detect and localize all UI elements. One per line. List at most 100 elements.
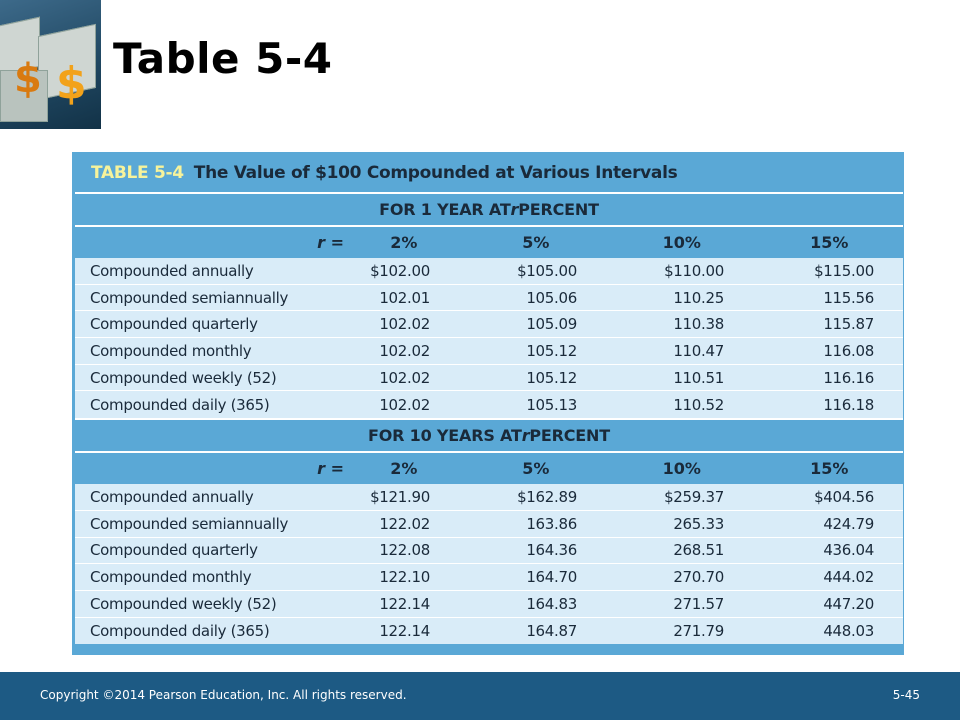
table-number: TABLE 5-4 (91, 163, 184, 183)
table-cell: 115.87 (823, 315, 874, 334)
rate-column-header: 15% (810, 233, 849, 252)
table-cell: $404.56 (814, 487, 874, 506)
table-cell: $110.00 (664, 261, 724, 280)
rate-label: r = (317, 459, 345, 479)
table-cell: 447.20 (823, 594, 874, 613)
table-cell: $121.90 (370, 487, 430, 506)
table-cell: 105.12 (526, 368, 577, 387)
table-cell: 110.47 (673, 341, 724, 360)
table-row: Compounded weekly (52) 122.14 164.83 271.57… (75, 591, 903, 618)
table-cell: 424.79 (823, 514, 874, 533)
table-cell: 102.02 (379, 368, 430, 387)
row-label: Compounded annually (90, 487, 254, 506)
rate-column-header: 10% (662, 459, 701, 479)
table-cell: $162.89 (517, 487, 577, 506)
table-row: Compounded quarterly 122.08 164.36 268.51 43… (75, 538, 903, 565)
table-row: Compounded monthly 102.02 105.12 110.47 116.… (75, 338, 903, 365)
table-cell: 164.70 (526, 568, 577, 587)
table-cell: 271.57 (673, 594, 724, 613)
dollar-sign-icon: $ (56, 58, 87, 109)
table-row: Compounded quarterly 102.02 105.09 110.38 11… (75, 311, 903, 339)
slide-title: Table 5-4 (113, 34, 333, 83)
table-cell: 164.36 (526, 541, 577, 560)
table-caption: The Value of $100 Compounded at Various … (193, 163, 678, 183)
table-header: TABLE 5-4 The Value of $100 Compounded a… (75, 154, 903, 192)
table-cell: 116.18 (823, 395, 874, 414)
rate-column-header: 2% (390, 233, 418, 252)
table-cell: 444.02 (823, 568, 874, 587)
table-cell: 110.25 (673, 288, 724, 307)
table-cell: 116.16 (823, 368, 874, 387)
table-cell: 122.14 (379, 594, 430, 613)
rate-column-header: 5% (522, 233, 550, 252)
rate-header-row: r = 2% 5% 10% 15% (75, 225, 903, 258)
table-cell: 102.01 (379, 288, 430, 307)
rate-column-header: 5% (522, 459, 550, 479)
dollar-cubes-logo: $ $ (0, 0, 101, 129)
section-heading: FOR 1 YEAR AT r PERCENT (75, 192, 903, 225)
table-cell: 122.10 (379, 568, 430, 587)
rate-column-header: 10% (662, 233, 701, 252)
table-cell: 436.04 (823, 541, 874, 560)
table-cell: $259.37 (664, 487, 724, 506)
table-cell: 105.13 (526, 395, 577, 414)
table-cell: 448.03 (823, 621, 874, 640)
table-row: Compounded semiannually 102.01 105.06 110.2… (75, 285, 903, 312)
row-label: Compounded monthly (90, 341, 252, 360)
table-row: Compounded monthly 122.10 164.70 270.70 444.… (75, 564, 903, 591)
table-row: Compounded daily (365) 102.02 105.13 110.52… (75, 391, 903, 418)
table-cell: 270.70 (673, 568, 724, 587)
rate-header-row: r = 2% 5% 10% 15% (75, 451, 903, 484)
table-cell: 268.51 (673, 541, 724, 560)
row-label: Compounded quarterly (90, 315, 258, 334)
section-body: Compounded annually $102.00 $105.00 $110.00… (75, 258, 903, 419)
table-cell: 116.08 (823, 341, 874, 360)
table-cell: 115.56 (823, 288, 874, 307)
row-label: Compounded daily (365) (90, 395, 270, 414)
copyright-text: Copyright ©2014 Pearson Education, Inc. … (40, 688, 407, 702)
table-cell: 271.79 (673, 621, 724, 640)
table-cell: 122.02 (379, 514, 430, 533)
table-cell: 105.09 (526, 315, 577, 334)
table-cell: 122.08 (379, 541, 430, 560)
footer-bar: Copyright ©2014 Pearson Education, Inc. … (0, 672, 960, 720)
row-label: Compounded weekly (52) (90, 594, 277, 613)
table-cell: 105.06 (526, 288, 577, 307)
section-body: Compounded annually $121.90 $162.89 $259.37… (75, 484, 903, 645)
table-row: Compounded daily (365) 122.14 164.87 271.79… (75, 618, 903, 645)
table-cell: 122.14 (379, 621, 430, 640)
dollar-sign-icon: $ (14, 56, 42, 102)
row-label: Compounded monthly (90, 568, 252, 587)
rate-column-header: 15% (810, 459, 849, 479)
table-cell: 164.87 (526, 621, 577, 640)
row-label: Compounded quarterly (90, 541, 258, 560)
table-cell: 102.02 (379, 341, 430, 360)
table-cell: $115.00 (814, 261, 874, 280)
table-cell: 164.83 (526, 594, 577, 613)
compounding-table: TABLE 5-4 The Value of $100 Compounded a… (72, 152, 904, 655)
table-sections: FOR 1 YEAR AT r PERCENT r = 2% 5% 10% 15% Comp… (75, 192, 903, 645)
table-cell: $102.00 (370, 261, 430, 280)
table-row: Compounded annually $121.90 $162.89 $259.37… (75, 484, 903, 511)
table-cell: 102.02 (379, 395, 430, 414)
table-cell: 110.51 (673, 368, 724, 387)
cube-shape (0, 70, 48, 122)
table-cell: 110.52 (673, 395, 724, 414)
row-label: Compounded weekly (52) (90, 368, 277, 387)
table-cell: 105.12 (526, 341, 577, 360)
table-cell: $105.00 (517, 261, 577, 280)
table-cell: 265.33 (673, 514, 724, 533)
table-cell: 163.86 (526, 514, 577, 533)
rate-column-header: 2% (390, 459, 418, 479)
table-cell: 102.02 (379, 315, 430, 334)
page-number: 5-45 (892, 688, 920, 702)
table-row: Compounded weekly (52) 102.02 105.12 110.51… (75, 365, 903, 392)
row-label: Compounded daily (365) (90, 621, 270, 640)
row-label: Compounded semiannually (90, 514, 289, 533)
table-row: Compounded semiannually 122.02 163.86 265.3… (75, 511, 903, 538)
table-cell: 110.38 (673, 315, 724, 334)
rate-label: r = (317, 233, 345, 252)
row-label: Compounded annually (90, 261, 254, 280)
table-row: Compounded annually $102.00 $105.00 $110.00… (75, 258, 903, 285)
row-label: Compounded semiannually (90, 288, 289, 307)
